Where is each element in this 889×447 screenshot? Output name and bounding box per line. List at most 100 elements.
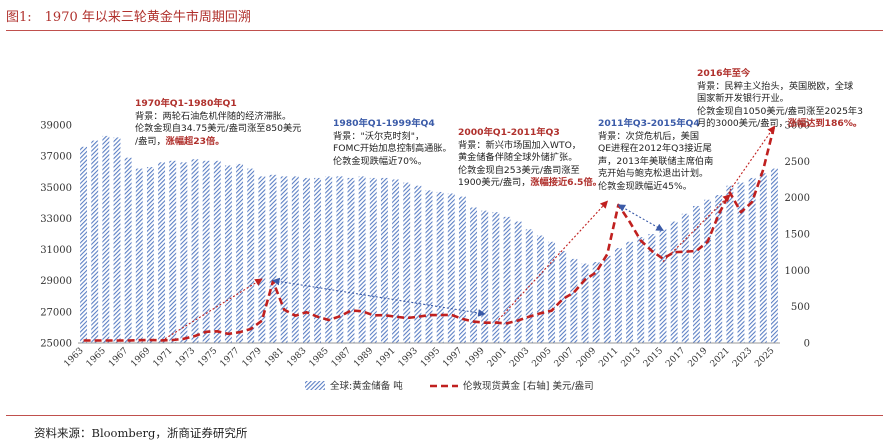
bar — [748, 177, 756, 343]
x-tick-label: 2025 — [753, 346, 776, 369]
bar — [659, 229, 667, 343]
x-tick-label: 1999 — [464, 346, 487, 369]
annotation-2011-2015: 2011年Q3-2015年Q4 背景：次贷危机后，美国 QE进程在2012年Q3接近… — [598, 118, 713, 193]
annotation-2000-2011: 2000年Q1-2011年Q3 背景：新兴市场国加入WTO， 黄金储备伴随全球外储扩… — [458, 127, 602, 190]
annotation-header: 2016年至今 — [697, 68, 751, 79]
x-tick-label: 2023 — [731, 346, 754, 369]
x-tick-label: 1967 — [107, 346, 130, 369]
bar — [715, 195, 723, 343]
x-tick-label: 1981 — [263, 346, 286, 369]
bar — [135, 168, 143, 343]
bar — [180, 162, 188, 343]
y-left-tick-label: 31000 — [40, 245, 72, 256]
bar — [481, 210, 489, 343]
annotation-header: 2000年Q1-2011年Q3 — [458, 127, 560, 138]
bar — [570, 258, 578, 343]
annotation-header: 1970年Q1-1980年Q1 — [135, 98, 237, 109]
bar — [269, 174, 277, 343]
annotation-line: 伦敦金现自34.75美元/盎司涨至850美元 — [135, 123, 302, 134]
legend-bar-swatch — [305, 381, 325, 390]
y-left-tick-label: 25000 — [40, 339, 72, 350]
annotation-1970-1980: 1970年Q1-1980年Q1 背景：两轮石油危机伴随的经济滞胀。 伦敦金现自34.… — [135, 98, 301, 148]
x-tick-label: 2007 — [553, 346, 576, 369]
annotation-line: 月的3000美元/盎司， — [697, 118, 788, 129]
bar — [213, 160, 221, 343]
bull-arrow-1970-1980 — [161, 278, 263, 342]
x-tick-label: 1971 — [152, 346, 175, 369]
figure-title: 图1: 1970 年以来三轮黄金牛市周期回溯 — [6, 10, 251, 25]
x-tick-label: 2003 — [508, 346, 531, 369]
annotation-line: 国家新开发银行开业。 — [697, 93, 789, 104]
bar — [759, 173, 767, 343]
y-left-tick-label: 35000 — [40, 183, 72, 194]
bar — [648, 234, 656, 343]
bar — [113, 137, 121, 343]
bar — [470, 207, 478, 343]
bar — [726, 185, 734, 343]
y-left-tick-label: 33000 — [40, 214, 72, 225]
bull-arrow-2016-now-2 — [729, 125, 776, 191]
source-note: 资料来源：Bloomberg，浙商证券研究所 — [34, 426, 248, 440]
x-tick-label: 2009 — [575, 346, 598, 369]
bar — [425, 190, 433, 343]
bar — [325, 176, 333, 343]
bar — [124, 157, 132, 343]
bar — [291, 176, 299, 343]
y-right-tick-label: 2000 — [785, 193, 810, 204]
bar — [91, 140, 99, 343]
legend-label-reserves: 全球:黄金储备 吨 — [330, 380, 403, 392]
x-tick-label: 2017 — [664, 346, 687, 369]
x-tick-label: 1991 — [374, 346, 397, 369]
bar — [447, 193, 455, 343]
annotation-2016-now: 2016年至今 背景：民粹主义抬头，英国脱欧，全球 国家新开发银行开业。 伦敦金现自1… — [697, 68, 863, 131]
annotation-highlight: 涨幅接近6.5倍。 — [530, 177, 602, 188]
annotation-line: 克开始与鲍克松退出计划。 — [598, 168, 709, 179]
bar — [158, 162, 166, 343]
bar — [280, 176, 288, 343]
x-tick-label: 2015 — [642, 346, 665, 369]
legend-label-gold-price: 伦敦现货黄金 [右轴] 美元/盎司 — [463, 380, 594, 392]
y-right-tick-label: 0 — [804, 339, 810, 350]
bull-arrow-2000-2011 — [495, 200, 609, 324]
bar — [358, 176, 366, 343]
bottom-divider — [6, 415, 883, 416]
bar — [614, 248, 622, 343]
bar — [191, 159, 199, 343]
x-tick-label: 1983 — [285, 346, 308, 369]
x-tick-label: 1997 — [441, 346, 464, 369]
bar — [380, 177, 388, 343]
bar — [146, 167, 154, 343]
annotation-line: 伦敦金现自1050美元/盎司涨至2025年3 — [697, 105, 863, 117]
annotation-1980-1999: 1980年Q1-1999年Q4 背景："沃尔克时刻"， FOMC开始加息控制高通胀。… — [333, 118, 452, 168]
annotation-highlight: 涨幅超23倍。 — [165, 135, 225, 147]
annotation-line: 背景：两轮石油危机伴随的经济滞胀。 — [135, 110, 292, 122]
annotation-line: 黄金储备伴随全球外储扩张。 — [458, 152, 578, 163]
x-tick-label: 1969 — [129, 346, 152, 369]
bar — [704, 199, 712, 343]
annotation-header: 2011年Q3-2015年Q4 — [598, 118, 700, 129]
annotation-line: 伦敦金现自253美元/盎司涨至 — [458, 164, 580, 176]
bar — [436, 191, 444, 343]
bar — [403, 182, 411, 343]
y-left-tick-label: 39000 — [40, 121, 72, 132]
bar — [770, 168, 778, 343]
x-tick-label: 1965 — [85, 346, 108, 369]
annotation-line: 背景：次贷危机后，美国 — [598, 130, 700, 142]
annotation-line: QE进程在2012年Q3接近尾 — [598, 143, 712, 154]
x-tick-label: 1985 — [308, 346, 331, 369]
bar — [592, 262, 600, 343]
y-right-tick-label: 1500 — [785, 230, 810, 241]
bear-arrow-2011-2015 — [617, 204, 664, 231]
bar — [302, 177, 310, 343]
bar — [102, 135, 110, 343]
bar — [369, 177, 377, 343]
annotation-line: 伦敦金现跌幅近45%。 — [598, 180, 692, 192]
x-tick-label: 1977 — [218, 346, 241, 369]
x-tick-label: 1993 — [397, 346, 420, 369]
bar — [458, 196, 466, 343]
bar — [247, 168, 255, 343]
x-tick-label: 2001 — [486, 346, 509, 369]
bar — [492, 212, 500, 343]
bar — [536, 235, 544, 343]
gold-price-line — [83, 124, 776, 342]
